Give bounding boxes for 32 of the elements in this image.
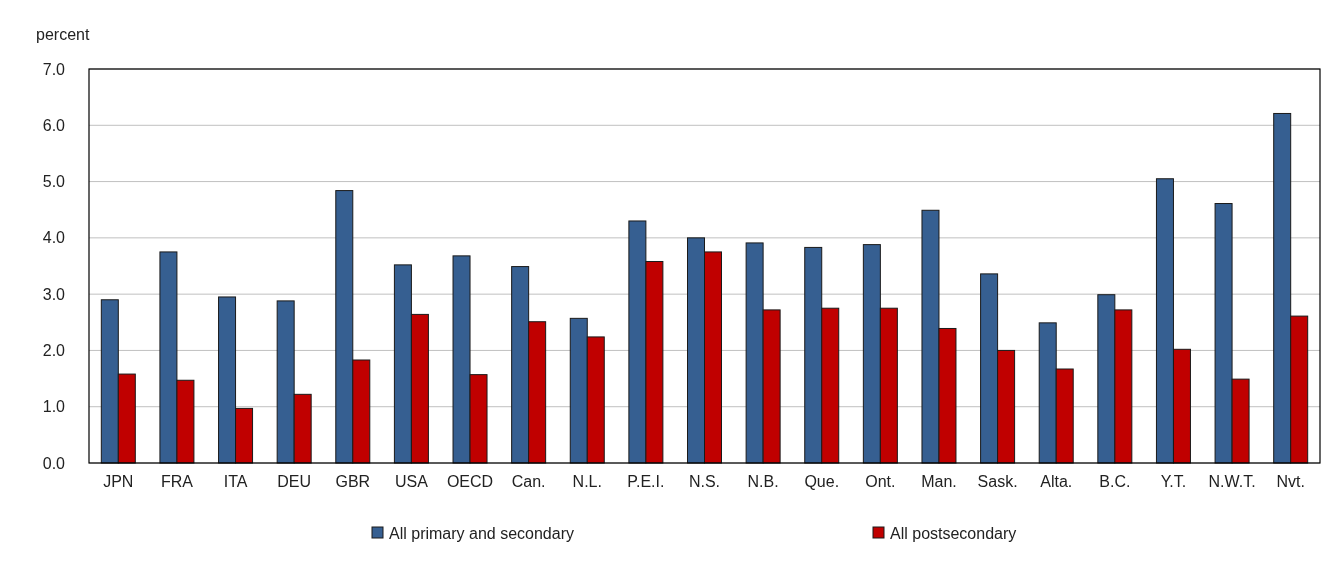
x-tick-label: GBR (335, 473, 371, 490)
x-tick-label: P.E.I. (627, 473, 665, 490)
y-tick-label: 3.0 (42, 285, 66, 303)
x-tick-label: B.C. (1099, 473, 1131, 490)
x-tick-label: Nvt. (1276, 473, 1305, 490)
y-tick-label: 5.0 (42, 173, 66, 191)
x-tick-label: OECD (446, 473, 494, 490)
y-axis-title: percent (36, 26, 90, 43)
x-tick-label: FRA (160, 473, 194, 490)
x-tick-label: Man. (921, 473, 957, 490)
y-tick-label: 1.0 (42, 398, 66, 416)
y-tick-label: 6.0 (42, 116, 66, 134)
x-tick-label: Alta. (1040, 473, 1073, 490)
x-tick-label: N.W.T. (1208, 473, 1256, 490)
x-tick-label: Sask. (977, 473, 1018, 490)
x-tick-label: DEU (277, 473, 312, 490)
x-tick-label: Ont. (865, 473, 896, 490)
x-tick-label: Can. (511, 473, 546, 490)
y-tick-label: 4.0 (42, 229, 66, 247)
y-tick-label: 7.0 (42, 60, 66, 78)
legend-label: All primary and secondary (389, 524, 574, 542)
x-tick-label: JPN (103, 473, 134, 490)
x-tick-label: Que. (804, 473, 840, 490)
x-tick-label: N.L. (572, 473, 602, 490)
y-tick-label: 2.0 (42, 342, 66, 360)
legend-label: All postsecondary (890, 524, 1017, 542)
y-tick-label: 0.0 (42, 454, 66, 472)
x-tick-label: Y.T. (1160, 473, 1187, 490)
x-tick-label: N.S. (688, 473, 721, 490)
x-tick-label: USA (394, 473, 429, 490)
x-tick-label: N.B. (747, 473, 779, 490)
x-tick-label: ITA (223, 473, 248, 490)
